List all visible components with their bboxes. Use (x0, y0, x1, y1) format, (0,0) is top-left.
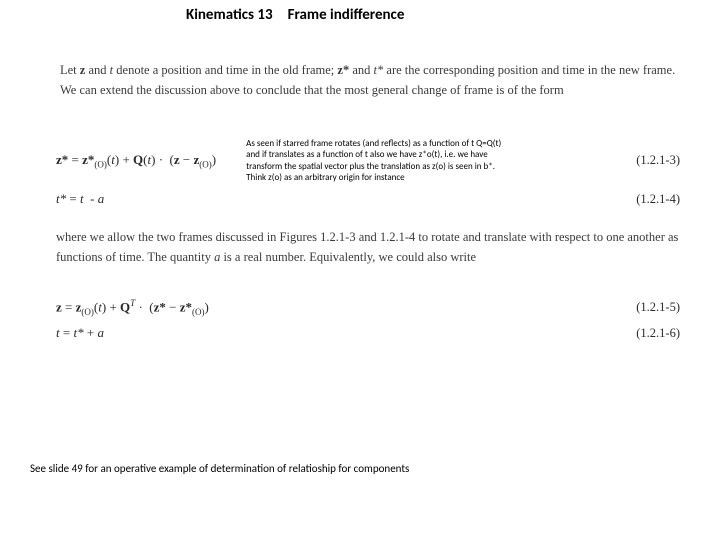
equation-2: t* = t - a (56, 191, 104, 207)
equation-4: t = t* + a (56, 325, 104, 341)
footer-note: See slide 49 for an operative example of… (30, 462, 409, 475)
page-title: Kinematics 13 Frame indifference (186, 6, 404, 24)
equation-number-1: (1.2.1-3) (636, 153, 686, 168)
equation-number-3: (1.2.1-5) (636, 300, 686, 315)
paragraph-2: where we allow the two frames discussed … (56, 227, 682, 267)
equation-number-2: (1.2.1-4) (636, 192, 686, 207)
equation-block-1: z* = z*(O)(t) + Q(t) · (z − z(O)) As see… (56, 138, 686, 207)
paragraph-1: Let z and t denote a position and time i… (60, 60, 680, 100)
equation-block-2: z = z(O)(t) + QT · (z* − z*(O)) (1.2.1-5… (56, 294, 686, 346)
equation-1: z* = z*(O)(t) + Q(t) · (z − z(O)) (56, 152, 216, 170)
equation-3: z = z(O)(t) + QT · (z* − z*(O)) (56, 298, 209, 317)
equation-number-4: (1.2.1-6) (636, 326, 686, 341)
equation-annotation: As seen if starred frame rotates (and re… (246, 138, 516, 183)
